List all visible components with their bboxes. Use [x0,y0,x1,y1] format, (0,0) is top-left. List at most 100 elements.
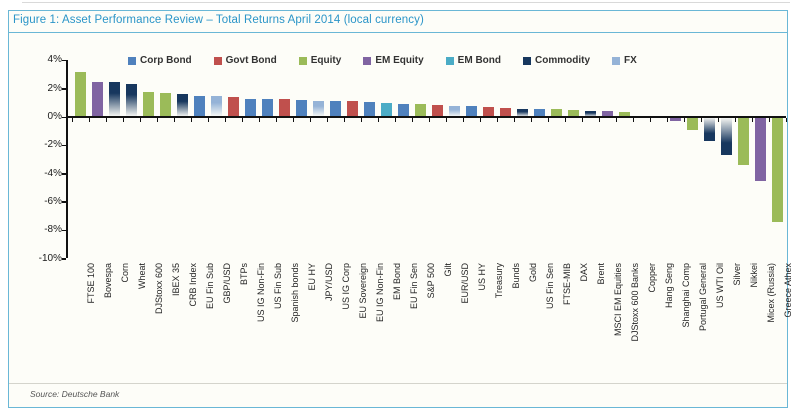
x-axis-label-eu-fin-sub: EU Fin Sub [205,263,215,310]
x-axis-tick [547,118,549,122]
bar-us-wti-oil [703,117,715,142]
figure-title-bar: Figure 1: Asset Performance Review – Tot… [8,10,788,33]
x-axis-label-corn: Corn [120,263,130,283]
x-axis-label-gilt: Gilt [443,263,453,277]
x-axis-label-eu-ig-non-fin: EU IG Non-Fin [375,263,385,323]
x-axis-tick [734,118,736,122]
x-axis-label-micex-russia: Micex (Russia) [766,263,776,323]
x-axis-label-shanghai-comp: Shanghai Comp [681,263,691,328]
x-axis-tick [649,118,651,122]
y-axis-tick [62,88,66,90]
legend-swatch-govt-icon [213,56,222,65]
x-axis-tick [700,118,702,122]
x-axis-label-hang-seng: Hang Seng [664,263,674,309]
y-axis-tick-label: -4% [44,167,62,179]
bar-gbp-usd [210,96,222,117]
x-axis-label-eu-sovereign: EU Sovereign [358,263,368,319]
x-axis-tick [513,118,515,122]
x-axis-tick [564,118,566,122]
y-axis-tick [62,201,66,203]
x-axis-label-treasury: Treasury [494,263,504,299]
x-axis-tick [173,118,175,122]
x-axis-label-silver: Silver [732,263,742,286]
x-axis-tick [666,118,668,122]
bar-eu-ig-non-fin [363,102,375,117]
bar-eu-fin-sub [193,95,205,117]
bar-us-hy [465,106,477,117]
x-axis-tick [139,118,141,122]
x-axis-tick [122,118,124,122]
x-axis-label-us-wti-oil: US WTI Oil [715,263,725,308]
x-axis-tick [88,118,90,122]
x-axis-tick [156,118,158,122]
x-axis-label-eu-hy: EU HY [307,263,317,291]
y-axis-line [66,60,68,259]
x-axis-tick [360,118,362,122]
y-axis-tick [62,173,66,175]
legend-swatch-fx-icon [612,56,620,65]
bar-us-fin-sub [261,98,273,117]
legend-label: Govt Bond [225,55,277,66]
legend-swatch-em_equity-icon [363,56,372,65]
legend-item-equity: Equity [298,55,341,66]
bar-eu-fin-sen [397,103,409,117]
bar-treasury [482,107,494,117]
x-axis-tick [462,118,464,122]
y-axis-tick-label: -2% [44,139,62,151]
bar-silver [720,117,732,156]
x-axis-tick [326,118,328,122]
x-axis-tick [496,118,498,122]
x-axis-label-bunds: Bunds [511,263,521,289]
legend-swatch-equity-icon [298,56,307,65]
y-axis-tick-label: 0% [47,111,62,122]
x-axis-label-ibex-35: IBEX 35 [171,263,181,297]
bar-shanghai-comp [669,117,681,122]
x-axis-tick [224,118,226,122]
x-axis-label-us-fin-sub: US Fin Sub [273,263,283,310]
legend-label: EM Equity [375,55,424,66]
bar-us-ig-non-fin [244,98,256,117]
legend-item-corp-bond: Corp Bond [128,55,192,66]
x-axis-tick [241,118,243,122]
x-axis-tick [632,118,634,122]
legend-item-commodity: Commodity [523,55,590,66]
y-axis-tick-label: -8% [44,224,62,236]
x-axis-label-em-bond: EM Bond [392,263,402,301]
x-axis-label-spanish-bonds: Spanish bonds [290,263,300,323]
x-axis-tick [768,118,770,122]
bar-btps [227,97,239,117]
bar-bovespa [91,81,103,117]
bar-nikkei [737,117,749,166]
x-axis-tick [751,118,753,122]
x-axis-label-us-hy: US HY [477,263,487,291]
legend-item-em-equity: EM Equity [363,55,424,66]
x-axis-label-eu-fin-sen: EU Fin Sen [409,263,419,310]
bar-djstoxx-600-banks [618,112,630,117]
x-axis-label-us-ig-corp: US IG Corp [341,263,351,310]
x-axis-tick [785,118,787,122]
bar-jpy-usd [312,100,324,117]
x-axis-tick [411,118,413,122]
x-axis-label-us-ig-non-fin: US IG Non-Fin [256,263,266,323]
bar-ftse-mib [550,109,562,117]
x-axis-label-brent: Brent [596,263,606,285]
y-axis-tick [62,229,66,232]
legend-swatch-corp-icon [128,56,136,65]
x-axis-label-btps: BTPs [239,263,249,286]
bar-crb-index [176,94,188,117]
x-axis-tick [394,118,396,122]
x-axis-label-copper: Copper [647,263,657,293]
legend-label: FX [624,55,637,66]
x-axis-label-nikkei: Nikkei [749,263,759,288]
bar-wheat [125,84,137,117]
y-axis-tick-label: 4% [47,54,62,66]
legend-swatch-commodity-icon [523,56,531,65]
x-axis-tick [258,118,260,122]
x-axis-tick [479,118,481,122]
legend-label: Corp Bond [140,55,192,66]
bar-corn [108,82,120,117]
y-axis-tick-label: -10% [38,252,62,264]
x-axis-label-ftse-mib: FTSE-MIB [562,263,572,305]
bar-portugal-general [686,117,698,130]
legend-item-fx: FX [612,55,637,66]
